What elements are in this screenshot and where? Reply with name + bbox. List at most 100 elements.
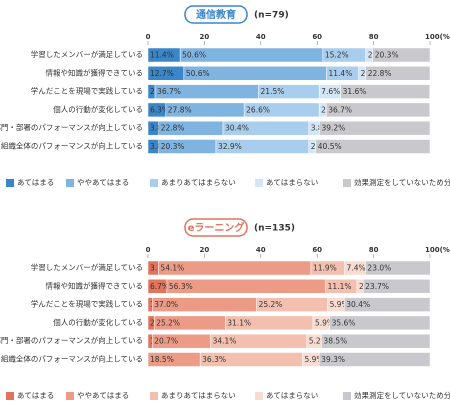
- value-label: 30.4%: [225, 124, 249, 133]
- value-label: 34.1%: [213, 337, 237, 346]
- category-label: 個人の行動が変化している: [53, 104, 143, 114]
- value-label: 36.7%: [157, 87, 181, 96]
- x-tick-label: 100(%): [425, 33, 450, 41]
- legend-label: あまりあてはまらない: [161, 178, 236, 187]
- value-label: 56.3%: [169, 282, 193, 291]
- value-label: 26.6%: [246, 105, 270, 114]
- category-label: 部門・部署のパフォーマンスが向上している: [0, 122, 143, 132]
- chart-subtitle: (n=135): [254, 224, 295, 234]
- legend-swatch: [150, 392, 158, 400]
- category-label: 個人の行動が変化している: [53, 317, 143, 327]
- bar-segment: [362, 279, 431, 294]
- x-tick-label: 80: [369, 246, 379, 254]
- bar-segment: [318, 352, 431, 367]
- value-label: 36.7%: [328, 105, 352, 114]
- value-label: 20.7%: [154, 337, 178, 346]
- value-label: 11.9%: [313, 264, 337, 273]
- category-label: 組織全体のパフォーマンスが向上している: [1, 354, 143, 364]
- value-label: 7.4%: [347, 264, 366, 273]
- value-label: 39.2%: [321, 124, 345, 133]
- bar-segment: [329, 315, 431, 331]
- value-label: 7.6%: [321, 87, 340, 96]
- value-label: 5.9%: [305, 355, 324, 364]
- legend-swatch: [66, 179, 74, 187]
- value-label: 25.2%: [156, 318, 180, 327]
- bar-segment: [325, 102, 430, 118]
- value-label: 11.4%: [329, 69, 353, 78]
- title-badge: [184, 218, 248, 237]
- bar-segment: [365, 260, 431, 276]
- bar-segment: [365, 66, 431, 81]
- legend-label: あてはまる: [17, 391, 54, 400]
- category-label: 学んだことを現場で実践している: [31, 299, 143, 309]
- title-badge: [184, 5, 248, 24]
- value-label: 23.0%: [367, 264, 391, 273]
- bar-segment: [319, 120, 431, 136]
- value-label: 38.5%: [323, 337, 347, 346]
- value-label: 5.9%: [315, 318, 334, 327]
- value-label: 6.3%: [150, 105, 169, 114]
- bar-segment: [344, 297, 431, 312]
- category-label: 学んだことを現場で実践している: [31, 86, 143, 96]
- legend-label: ややあてはまる: [77, 391, 129, 400]
- value-label: 5.2%: [309, 337, 328, 346]
- value-label: 25.2%: [259, 300, 283, 309]
- category-label: 学習したメンバーが満足している: [31, 262, 143, 272]
- chart-title: 通信教育: [196, 8, 236, 21]
- legend-swatch: [66, 392, 74, 400]
- x-tick-label: 0: [146, 33, 151, 41]
- legend-swatch: [343, 179, 351, 187]
- x-tick-label: 40: [256, 246, 266, 254]
- bar-segment: [372, 47, 431, 63]
- x-tick-label: 100(%): [425, 246, 450, 254]
- x-tick-label: 20: [200, 33, 210, 41]
- value-label: 22.8%: [161, 124, 185, 133]
- category-label: 情報や知識が獲得できている: [46, 67, 144, 77]
- x-tick-label: 0: [146, 246, 151, 254]
- bar-segment: [340, 84, 430, 99]
- legend-swatch: [255, 179, 263, 187]
- value-label: 6.7%: [150, 282, 169, 291]
- legend-label: 効果測定をしていないため分からない: [354, 390, 450, 400]
- x-tick-label: 60: [312, 33, 322, 41]
- legend-swatch: [6, 392, 14, 400]
- value-label: 18.5%: [150, 355, 174, 364]
- legend-swatch: [150, 179, 158, 187]
- value-label: 35.6%: [332, 318, 356, 327]
- x-tick-label: 60: [312, 246, 322, 254]
- legend-swatch: [6, 179, 14, 187]
- value-label: 36.3%: [202, 355, 226, 364]
- value-label: 23.7%: [365, 282, 389, 291]
- value-label: 31.6%: [343, 87, 367, 96]
- value-label: 12.7%: [150, 69, 174, 78]
- value-label: 22.8%: [368, 69, 392, 78]
- value-label: 32.9%: [218, 142, 242, 151]
- value-label: 37.0%: [154, 300, 178, 309]
- value-label: 54.1%: [160, 264, 184, 273]
- legend-swatch: [255, 392, 263, 400]
- category-label: 情報や知識が獲得できている: [46, 280, 144, 290]
- value-label: 27.8%: [168, 105, 192, 114]
- x-tick-label: 80: [369, 33, 379, 41]
- value-label: 20.3%: [161, 142, 185, 151]
- value-label: 21.5%: [261, 87, 285, 96]
- value-label: 20.3%: [375, 51, 399, 60]
- legend-label: あてはまらない: [266, 391, 318, 400]
- chart-subtitle: (n=79): [254, 11, 289, 21]
- category-label: 学習したメンバーが満足している: [31, 49, 143, 59]
- bar-segment: [315, 139, 431, 154]
- x-tick-label: 20: [200, 246, 210, 254]
- x-tick-label: 40: [256, 33, 266, 41]
- legend-label: ややあてはまる: [77, 178, 129, 187]
- bar-segment: [321, 333, 431, 349]
- value-label: 11.4%: [150, 51, 174, 60]
- value-label: 39.3%: [321, 355, 345, 364]
- category-label: 組織全体のパフォーマンスが向上している: [1, 141, 143, 151]
- value-label: 31.1%: [227, 318, 251, 327]
- value-label: 40.5%: [318, 142, 342, 151]
- chart-title: eラーニング: [188, 221, 245, 234]
- legend-swatch: [343, 392, 351, 400]
- value-label: 50.6%: [186, 69, 210, 78]
- legend-label: あまりあてはまらない: [161, 391, 236, 400]
